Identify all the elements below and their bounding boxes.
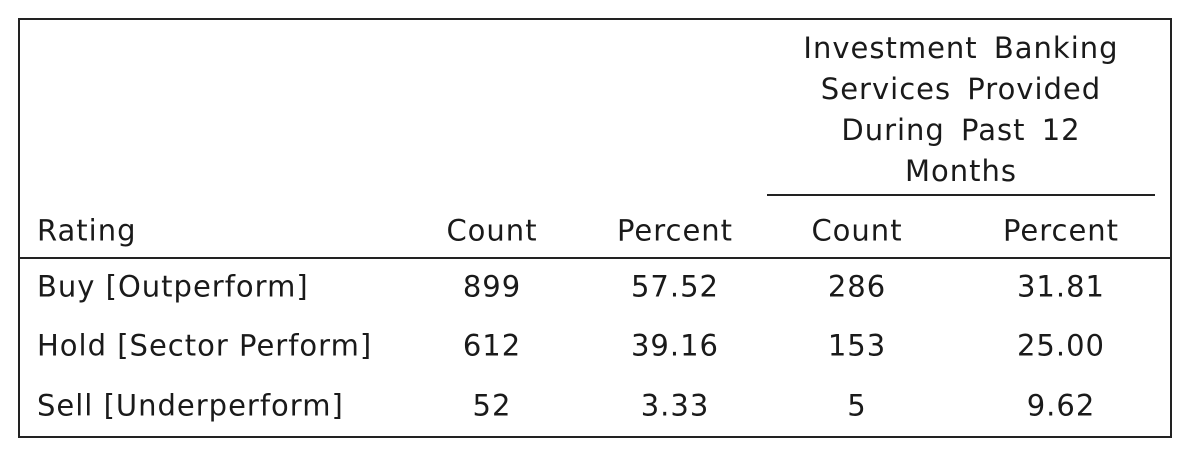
value-cell: 9.62 <box>1026 388 1096 423</box>
column-header: Rating <box>37 213 137 248</box>
table-frame <box>18 18 1172 438</box>
group-underline <box>767 194 1155 196</box>
column-header: Percent <box>1002 213 1120 248</box>
value-cell: 899 <box>462 269 522 304</box>
value-cell: 31.81 <box>1016 269 1106 304</box>
value-cell: 286 <box>827 269 887 304</box>
value-cell: 39.16 <box>630 328 720 363</box>
group-header: Investment Banking Services Provided Dur… <box>803 31 1119 188</box>
value-cell: 57.52 <box>630 269 720 304</box>
value-cell: 3.33 <box>640 388 710 423</box>
rating-cell: Sell [Underperform] <box>37 388 344 423</box>
value-cell: 153 <box>827 328 887 363</box>
rating-cell: Buy [Outperform] <box>37 269 309 304</box>
value-cell: 52 <box>472 388 512 423</box>
column-header: Percent <box>616 213 734 248</box>
column-header: Count <box>811 213 903 248</box>
value-cell: 612 <box>462 328 522 363</box>
rating-cell: Hold [Sector Perform] <box>37 328 373 363</box>
value-cell: 25.00 <box>1016 328 1106 363</box>
value-cell: 5 <box>847 388 867 423</box>
column-header: Count <box>446 213 538 248</box>
header-rule <box>18 257 1172 259</box>
